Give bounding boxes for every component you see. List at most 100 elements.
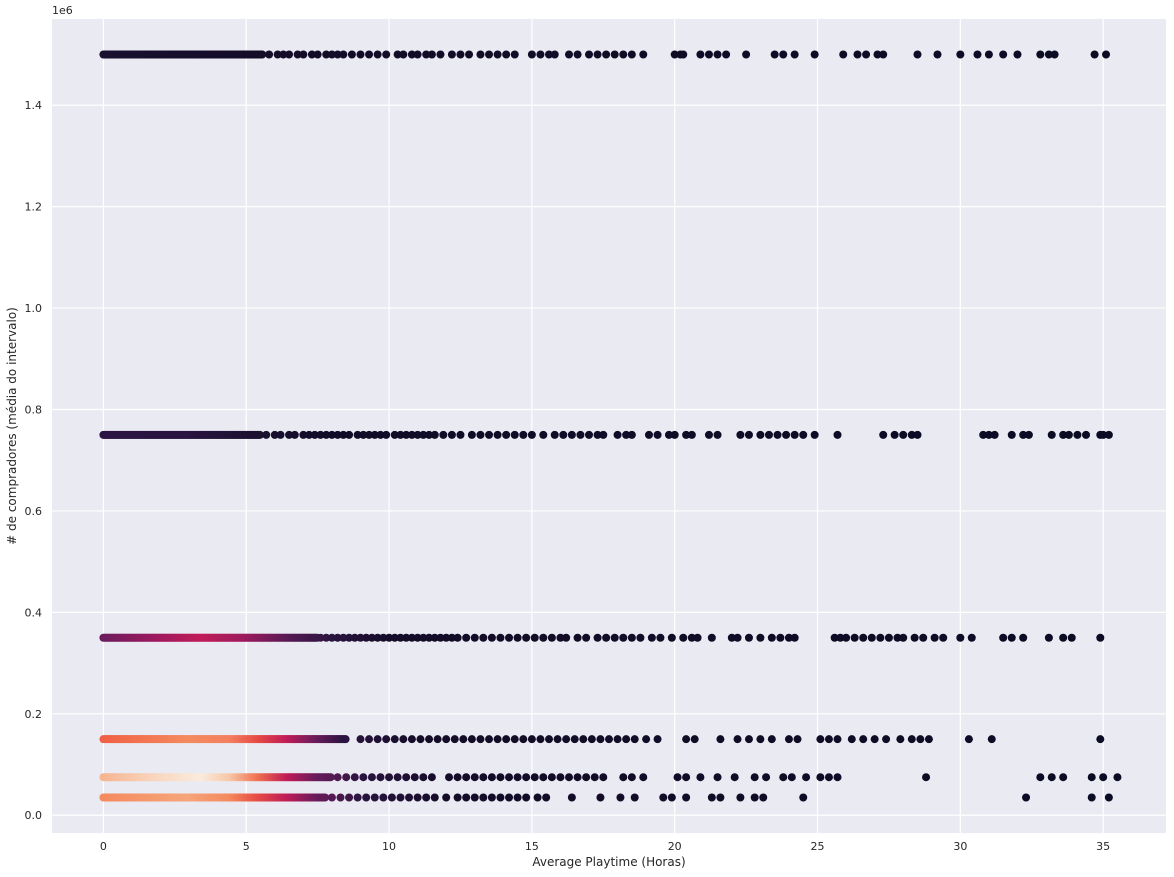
data-point <box>265 50 274 59</box>
data-point <box>644 430 653 439</box>
data-point <box>687 633 696 642</box>
data-point <box>427 50 436 59</box>
data-point <box>582 773 591 782</box>
data-point <box>505 793 514 802</box>
data-point <box>376 430 385 439</box>
data-point <box>530 633 539 642</box>
data-point <box>350 633 359 642</box>
data-point <box>590 773 599 782</box>
data-point <box>1047 430 1056 439</box>
data-point <box>353 430 362 439</box>
data-point <box>445 773 454 782</box>
data-point <box>1024 430 1033 439</box>
data-point <box>816 735 825 744</box>
data-point <box>470 633 479 642</box>
data-point <box>496 773 505 782</box>
data-point <box>682 430 691 439</box>
data-point <box>956 633 965 642</box>
data-point <box>610 50 619 59</box>
data-point <box>262 430 271 439</box>
data-point <box>345 430 354 439</box>
data-point <box>1044 633 1053 642</box>
data-point <box>939 633 948 642</box>
data-point <box>1047 773 1056 782</box>
data-point <box>430 633 439 642</box>
data-point <box>859 633 868 642</box>
data-point <box>565 50 574 59</box>
data-point <box>599 773 608 782</box>
data-point <box>899 633 908 642</box>
data-point <box>1059 633 1068 642</box>
data-point <box>1073 430 1082 439</box>
data-point <box>359 773 368 782</box>
data-point <box>1064 430 1073 439</box>
data-point <box>830 633 839 642</box>
data-point <box>1050 50 1059 59</box>
data-point <box>839 50 848 59</box>
data-point <box>442 793 451 802</box>
data-point <box>387 793 396 802</box>
data-point <box>513 633 522 642</box>
data-point <box>679 50 688 59</box>
data-point <box>410 773 419 782</box>
x-tick-label: 20 <box>668 840 682 853</box>
data-point <box>1036 773 1045 782</box>
data-point <box>559 430 568 439</box>
data-point <box>570 735 579 744</box>
data-point <box>485 50 494 59</box>
data-point <box>599 430 608 439</box>
data-point <box>1019 633 1028 642</box>
y-axis-ticks: 0.0 0.2 0.4 0.6 0.8 1.0 1.2 1.4 <box>25 99 43 822</box>
data-point <box>1059 773 1068 782</box>
y-tick-label: 0.4 <box>25 606 43 619</box>
data-point <box>359 430 368 439</box>
data-point <box>704 50 713 59</box>
data-point <box>439 430 448 439</box>
data-point <box>382 735 391 744</box>
data-point <box>527 430 536 439</box>
data-point <box>510 735 519 744</box>
data-point <box>973 50 982 59</box>
data-point <box>407 430 416 439</box>
data-point <box>299 430 308 439</box>
data-point <box>307 50 316 59</box>
data-point <box>339 50 348 59</box>
data-point <box>984 50 993 59</box>
data-point <box>407 735 416 744</box>
data-point <box>713 430 722 439</box>
data-point <box>907 735 916 744</box>
data-point <box>967 633 976 642</box>
data-point <box>627 773 636 782</box>
plot-background <box>52 19 1166 833</box>
data-point <box>764 430 773 439</box>
data-point <box>493 430 502 439</box>
data-point <box>1096 735 1105 744</box>
data-point <box>496 793 505 802</box>
data-point <box>422 50 431 59</box>
data-point <box>467 735 476 744</box>
data-point <box>416 735 425 744</box>
data-point <box>707 793 716 802</box>
data-point <box>476 430 485 439</box>
data-point <box>999 50 1008 59</box>
data-point <box>930 633 939 642</box>
data-point <box>333 633 342 642</box>
data-point <box>370 793 379 802</box>
data-point <box>462 793 471 802</box>
data-point <box>833 773 842 782</box>
data-point <box>1104 793 1113 802</box>
data-point <box>793 735 802 744</box>
data-point <box>873 50 882 59</box>
y-tick-label: 0.0 <box>25 809 43 822</box>
data-point <box>305 430 314 439</box>
data-point <box>279 50 288 59</box>
data-point <box>787 773 796 782</box>
data-point <box>627 50 636 59</box>
data-point <box>922 773 931 782</box>
data-point <box>1019 430 1028 439</box>
data-point <box>630 735 639 744</box>
data-point <box>636 633 645 642</box>
y-axis-label: # de compradores (média do intervalo) <box>5 307 19 545</box>
data-point <box>736 430 745 439</box>
